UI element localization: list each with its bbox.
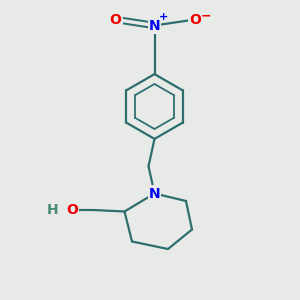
Text: N: N [149, 19, 160, 32]
Text: +: + [159, 12, 168, 22]
Text: O: O [66, 203, 78, 217]
Text: H: H [47, 203, 58, 217]
Text: O: O [110, 13, 122, 26]
Text: N: N [149, 187, 160, 200]
Text: O: O [189, 13, 201, 26]
Text: −: − [201, 10, 212, 23]
